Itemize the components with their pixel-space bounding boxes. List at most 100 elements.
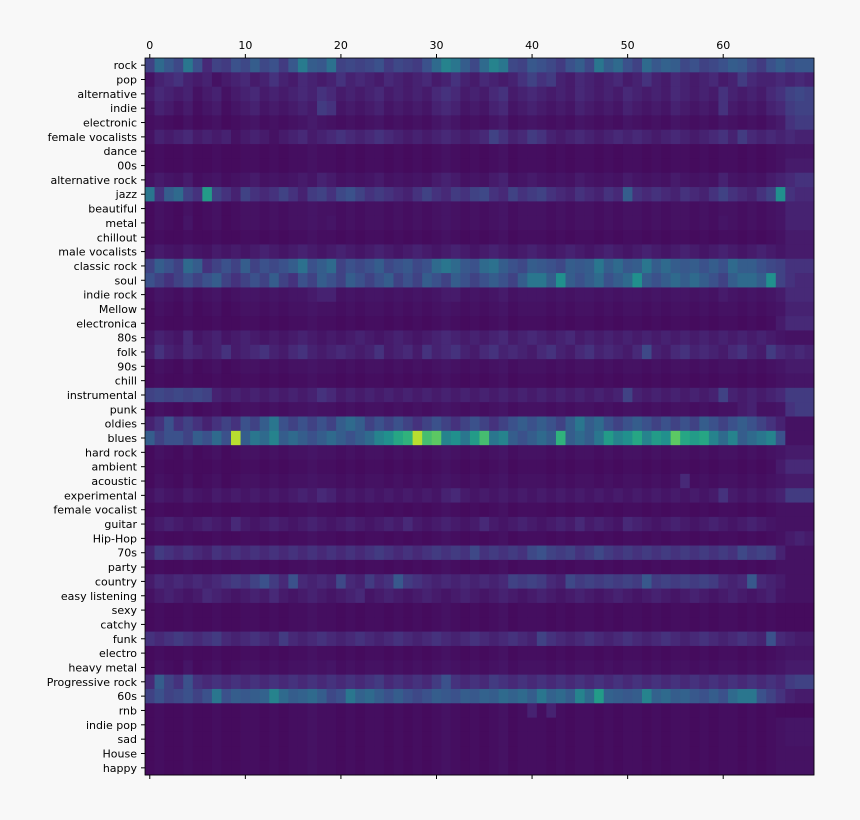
heatmap-cell: [211, 101, 222, 116]
heatmap-cell: [670, 617, 681, 632]
heatmap-cell: [775, 545, 786, 561]
heatmap-cell: [231, 559, 241, 575]
heatmap-cell: [613, 301, 624, 317]
heatmap-cell: [431, 631, 442, 647]
heatmap-cell: [489, 287, 500, 303]
heatmap-cell: [794, 688, 805, 704]
heatmap-cell: [250, 688, 261, 704]
heatmap-cell: [183, 58, 194, 73]
heatmap-cell: [718, 244, 729, 260]
heatmap-cell: [164, 473, 175, 489]
heatmap-cell: [307, 316, 318, 331]
heatmap-cell: [766, 58, 777, 73]
heatmap-cell: [403, 58, 413, 73]
heatmap-cell: [469, 402, 480, 417]
heatmap-cell: [221, 731, 232, 747]
heatmap-cell: [164, 144, 175, 159]
heatmap-cell: [326, 330, 337, 346]
heatmap-cell: [145, 731, 155, 747]
heatmap-cell: [336, 760, 347, 776]
heatmap-cell: [632, 416, 643, 432]
heatmap-cell: [661, 617, 672, 632]
heatmap-cell: [240, 387, 251, 403]
heatmap-cell: [364, 688, 375, 704]
heatmap-cell: [670, 387, 681, 403]
heatmap-cell: [469, 301, 480, 317]
heatmap-cell: [641, 301, 652, 317]
heatmap-cell: [536, 86, 547, 102]
heatmap-cell: [288, 172, 299, 188]
heatmap-cell: [345, 445, 356, 460]
heatmap-cell: [565, 273, 576, 288]
heatmap-cell: [766, 273, 777, 288]
heatmap-cell: [584, 660, 595, 676]
heatmap-cell: [269, 373, 280, 389]
heatmap-cell: [756, 488, 767, 503]
heatmap-cell: [231, 545, 241, 561]
heatmap-cell: [355, 516, 366, 532]
heatmap-cell: [517, 660, 528, 676]
heatmap-cell: [536, 72, 547, 88]
heatmap-cell: [747, 273, 758, 288]
heatmap-cell: [431, 617, 442, 632]
heatmap-cell: [804, 488, 815, 503]
heatmap-cell: [546, 416, 557, 432]
heatmap-cell: [718, 273, 729, 288]
heatmap-cell: [355, 473, 366, 489]
heatmap-cell: [661, 258, 672, 274]
heatmap-cell: [517, 473, 528, 489]
heatmap-cell: [297, 129, 308, 145]
heatmap-cell: [489, 172, 500, 188]
heatmap-cell: [221, 631, 232, 647]
heatmap-cell: [145, 473, 155, 489]
heatmap-cell: [403, 703, 413, 719]
heatmap-cell: [422, 86, 433, 102]
heatmap-cell: [489, 201, 500, 217]
heatmap-cell: [718, 645, 729, 661]
heatmap-cell: [680, 760, 691, 776]
heatmap-cell: [288, 760, 299, 776]
heatmap-cell: [594, 301, 605, 317]
heatmap-cell: [288, 330, 299, 346]
y-tick-label: dance: [103, 145, 137, 158]
heatmap-cell: [794, 602, 805, 618]
heatmap-cell: [536, 660, 547, 676]
heatmap-cell: [670, 402, 681, 417]
y-tick-label: 60s: [117, 690, 137, 703]
heatmap-cell: [192, 144, 203, 159]
heatmap-cell: [603, 258, 614, 274]
heatmap-cell: [622, 545, 633, 561]
heatmap-cell: [403, 674, 413, 690]
heatmap-cell: [441, 101, 452, 116]
heatmap-cell: [450, 416, 461, 432]
heatmap-cell: [622, 688, 633, 704]
heatmap-cell: [756, 559, 767, 575]
heatmap-cell: [450, 502, 461, 518]
heatmap-cell: [766, 531, 777, 546]
heatmap-cell: [469, 459, 480, 475]
heatmap-cell: [469, 72, 480, 88]
heatmap-cell: [183, 201, 194, 217]
heatmap-cell: [211, 473, 222, 489]
heatmap-cell: [441, 488, 452, 503]
heatmap-cell: [479, 574, 490, 589]
y-tick-label: party: [108, 561, 138, 574]
heatmap-cell: [622, 344, 633, 360]
heatmap-cell: [546, 244, 557, 260]
heatmap-cell: [594, 516, 605, 532]
heatmap-cell: [527, 58, 538, 73]
heatmap-cell: [403, 187, 413, 202]
heatmap-cell: [403, 215, 413, 231]
heatmap-cell: [240, 58, 251, 73]
heatmap-cell: [641, 746, 652, 762]
heatmap-cell: [737, 316, 748, 331]
heatmap-cell: [221, 473, 232, 489]
heatmap-cell: [355, 602, 366, 618]
heatmap-cell: [804, 158, 815, 174]
heatmap-cell: [250, 387, 261, 403]
heatmap-cell: [154, 760, 165, 776]
heatmap-cell: [183, 516, 194, 532]
heatmap-cell: [269, 359, 280, 374]
heatmap-cell: [756, 201, 767, 217]
heatmap-cell: [804, 273, 815, 288]
